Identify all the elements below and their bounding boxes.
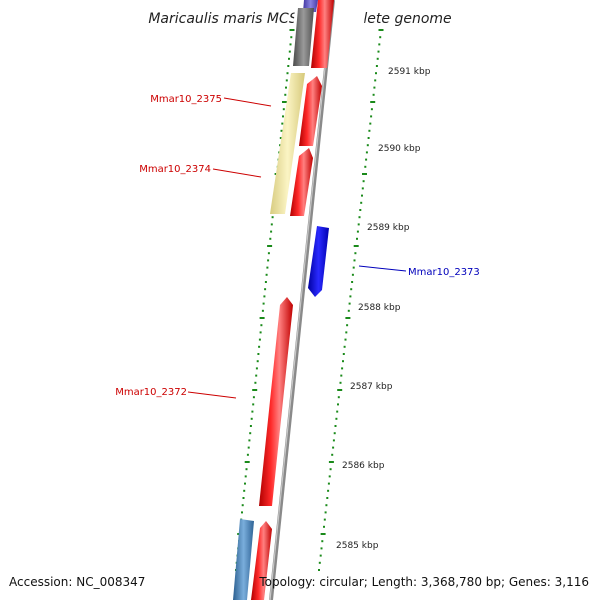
accession-text: Accession: NC_008347 [9, 575, 145, 589]
leader-line-2374 [212, 168, 262, 178]
gene-red-top[interactable] [311, 0, 334, 68]
gene-mmar10-2374[interactable] [290, 148, 313, 216]
tick-label-2585: 2585 kbp [336, 541, 379, 551]
tick-label-2587: 2587 kbp [350, 382, 393, 392]
tick-label-2588: 2588 kbp [358, 303, 401, 313]
gene-label-mmar10-2373[interactable]: Mmar10_2373 [408, 267, 480, 278]
leader-line-2375 [223, 97, 272, 107]
gene-features [233, 0, 334, 600]
gene-mmar10-2372[interactable] [259, 297, 293, 506]
gene-gray[interactable] [293, 8, 314, 66]
gene-mmar10-2373[interactable] [308, 226, 329, 297]
gene-mmar10-2375[interactable] [299, 76, 322, 146]
gene-red-bottom[interactable] [251, 521, 272, 600]
tick-label-2591: 2591 kbp [388, 67, 431, 77]
gene-steel-bottom[interactable] [233, 519, 254, 600]
tick-label-2589: 2589 kbp [367, 223, 410, 233]
gene-label-mmar10-2374[interactable]: Mmar10_2374 [139, 164, 211, 175]
genome-backbone [269, 0, 335, 600]
gene-label-mmar10-2372[interactable]: Mmar10_2372 [115, 387, 187, 398]
gene-pseudo-yellow[interactable] [270, 73, 305, 214]
genome-summary-text: Topology: circular; Length: 3,368,780 bp… [258, 575, 589, 589]
leader-line-2372 [187, 391, 237, 399]
gene-label-mmar10-2375[interactable]: Mmar10_2375 [150, 94, 222, 105]
tick-label-2586: 2586 kbp [342, 461, 385, 471]
leader-line-2373 [358, 265, 407, 272]
inner-ruler [318, 29, 384, 571]
gene-labels: Mmar10_2375 Mmar10_2374 Mmar10_2373 Mmar… [115, 94, 480, 399]
tick-label-2590: 2590 kbp [378, 144, 421, 154]
